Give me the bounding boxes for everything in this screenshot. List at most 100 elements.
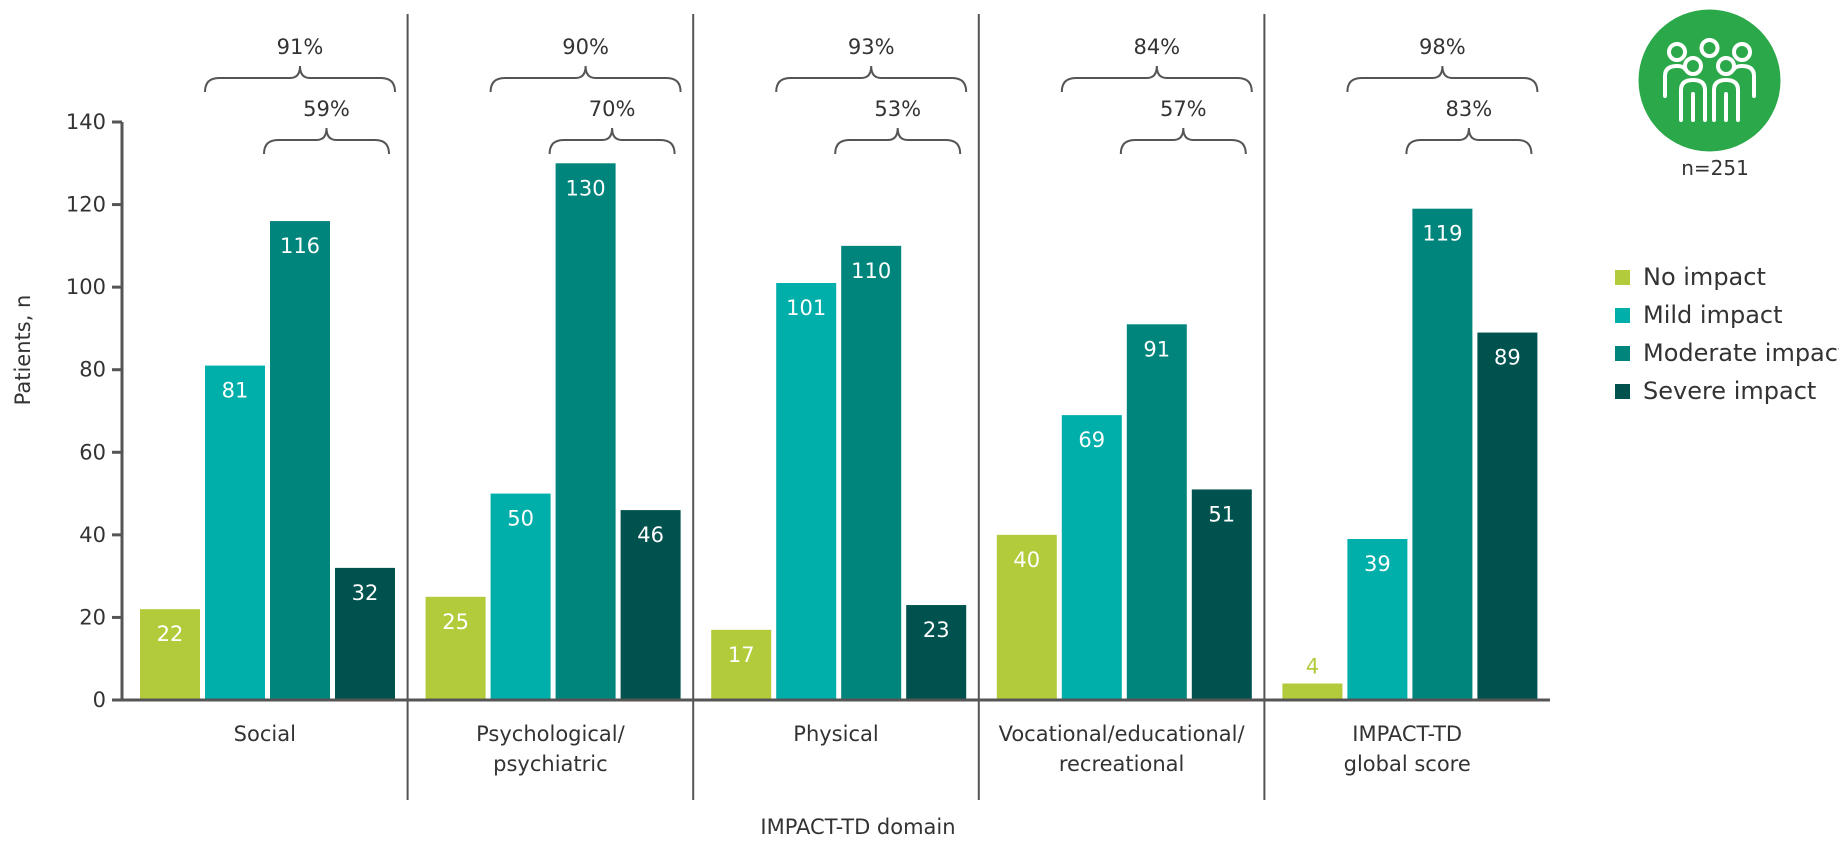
brackets: 91% 59% 90% 70% 93% 53% 84% 57% 98% 83%	[204, 35, 1539, 155]
y-axis-title: Patients, n	[11, 295, 35, 406]
bars	[140, 163, 1538, 701]
bracket-label: 91%	[277, 35, 324, 59]
bar	[1061, 415, 1122, 700]
legend: No impact Mild impact Moderate impact Se…	[1615, 258, 1839, 410]
bar-value-label: 91	[1143, 337, 1170, 361]
bar-value-label: 130	[566, 176, 606, 200]
bar-value-label: 22	[157, 622, 184, 646]
bar	[205, 365, 265, 700]
category-label: recreational	[1059, 752, 1185, 776]
bar	[776, 283, 837, 700]
bar-value-label: 25	[442, 610, 469, 634]
bar-value-label: 69	[1078, 428, 1105, 452]
bracket-label: 83%	[1446, 97, 1493, 121]
bar-value-label: 17	[728, 643, 755, 667]
bar	[711, 629, 772, 700]
bar-value-label: 32	[352, 581, 379, 605]
bar	[1347, 538, 1408, 700]
bracket	[775, 65, 968, 93]
bar	[620, 510, 681, 700]
legend-item-no-impact: No impact	[1615, 258, 1839, 296]
bar-value-label: 101	[786, 296, 826, 320]
bar-value-label: 51	[1208, 502, 1235, 526]
y-tick-label: 60	[79, 440, 106, 464]
legend-swatch	[1615, 383, 1630, 399]
bracket-label: 84%	[1133, 35, 1180, 59]
bar	[1412, 208, 1473, 700]
bar-value-label: 119	[1422, 222, 1462, 246]
bar-value-label: 89	[1494, 346, 1521, 370]
bracket	[548, 127, 676, 155]
bar-value-label: 4	[1306, 654, 1319, 678]
bracket	[1060, 65, 1253, 93]
bar	[1282, 683, 1343, 700]
bar-value-label: 81	[222, 379, 249, 403]
y-tick-label: 40	[79, 523, 106, 547]
bar-value-label: 116	[280, 234, 320, 258]
legend-swatch	[1615, 345, 1630, 361]
category-label: IMPACT-TD	[1352, 722, 1462, 746]
bar	[425, 596, 486, 700]
bar	[335, 567, 395, 700]
bracket-label: 70%	[589, 97, 636, 121]
bracket	[1346, 65, 1539, 93]
category-label: Vocational/educational/	[999, 722, 1246, 746]
bracket	[204, 65, 396, 93]
bar	[841, 245, 902, 700]
category-labels: Social Psychological/psychiatric Physical V…	[234, 722, 1471, 776]
bracket-label: 90%	[562, 35, 609, 59]
y-axis-ticks: 0 20 40 60 80 100 120 140	[66, 110, 122, 712]
x-axis-title: IMPACT-TD domain	[760, 815, 955, 839]
y-tick-label: 20	[79, 605, 106, 629]
bar	[490, 493, 551, 700]
bar-value-label: 39	[1364, 552, 1391, 576]
category-label: Psychological/	[476, 722, 625, 746]
legend-label: Moderate impact	[1643, 339, 1839, 367]
bar	[1126, 324, 1187, 700]
legend-label: Severe impact	[1643, 377, 1817, 405]
bar	[1191, 489, 1252, 700]
bar-value-label: 40	[1013, 548, 1040, 572]
bar-labels: 22 81 116 32 25 50 130 46 17 101 110 23 40 69 91 51 4 39 1…	[157, 176, 1521, 678]
bar-value-label: 23	[923, 618, 950, 642]
people-group-icon	[1637, 8, 1782, 153]
legend-item-moderate-impact: Moderate impact	[1615, 334, 1839, 372]
bracket	[1405, 127, 1533, 155]
category-label: global score	[1344, 752, 1471, 776]
bar-value-label: 50	[507, 507, 534, 531]
category-label: psychiatric	[493, 752, 608, 776]
category-label: Social	[234, 722, 296, 746]
bracket-label: 93%	[848, 35, 895, 59]
bar	[996, 534, 1057, 700]
bar	[1477, 332, 1538, 700]
y-tick-label: 100	[66, 275, 106, 299]
group-dividers	[406, 14, 1266, 800]
legend-item-mild-impact: Mild impact	[1615, 296, 1839, 334]
y-tick-label: 0	[93, 688, 106, 712]
bar	[906, 605, 967, 700]
legend-label: Mild impact	[1643, 301, 1783, 329]
y-tick-label: 80	[79, 358, 106, 382]
bracket-label: 59%	[303, 97, 350, 121]
sample-size: n=251	[1681, 156, 1749, 180]
legend-label: No impact	[1643, 263, 1766, 291]
bracket-label: 57%	[1160, 97, 1207, 121]
bracket	[1119, 127, 1247, 155]
bracket	[834, 127, 962, 155]
bar	[270, 221, 330, 701]
bracket-label: 53%	[874, 97, 921, 121]
legend-swatch	[1615, 269, 1630, 285]
y-tick-label: 140	[66, 110, 106, 134]
bar	[140, 609, 200, 700]
bar-value-label: 110	[851, 259, 891, 283]
y-tick-label: 120	[66, 193, 106, 217]
bar	[555, 163, 616, 701]
bracket	[263, 127, 390, 155]
legend-item-severe-impact: Severe impact	[1615, 372, 1839, 410]
bracket-label: 98%	[1419, 35, 1466, 59]
category-label: Physical	[793, 722, 878, 746]
bar-value-label: 46	[637, 523, 664, 547]
bracket	[489, 65, 682, 93]
legend-swatch	[1615, 307, 1630, 323]
